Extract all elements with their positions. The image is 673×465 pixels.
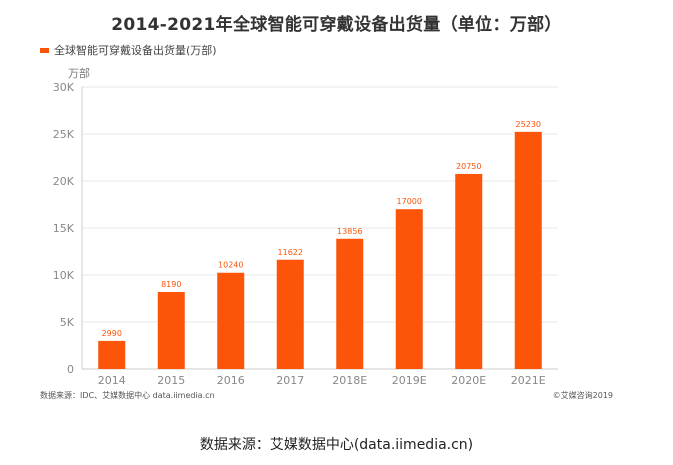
bar-2020E [455, 173, 483, 369]
source-note: 数据来源：IDC、艾媒数据中心 data.iimedia.cn [40, 391, 215, 400]
x-tick-label: 2014 [98, 374, 126, 387]
legend-swatch [40, 47, 49, 53]
x-tick-label: 2015 [157, 374, 185, 387]
x-tick-label: 2017 [276, 374, 304, 387]
bar-2015 [157, 292, 185, 369]
data-label: 8190 [161, 280, 181, 289]
legend-label: 全球智能可穿戴设备出货量(万部) [54, 44, 217, 57]
legend: 全球智能可穿戴设备出货量(万部) [40, 42, 217, 58]
y-tick-label: 10K [53, 269, 75, 282]
y-tick-label: 25K [53, 128, 75, 141]
copyright-note: ©艾媒咨询2019 [552, 391, 613, 400]
x-tick-label: 2016 [217, 374, 245, 387]
data-label: 25230 [516, 120, 541, 129]
data-label: 13856 [337, 227, 362, 236]
bar-2018E [336, 238, 364, 369]
x-tick-label: 2021E [511, 374, 546, 387]
bar-2021E [514, 131, 542, 369]
y-tick-label: 5K [60, 316, 75, 329]
data-label: 20750 [456, 162, 481, 171]
bar-chart: 0 5K 10K 15K 20K 25K 30K 2990 2014 8190 2015 10240 2… [53, 81, 558, 387]
y-tick-label: 30K [53, 81, 75, 94]
x-tick-label: 2018E [332, 374, 367, 387]
y-tick-label: 0 [67, 363, 74, 376]
data-label: 10240 [218, 261, 243, 270]
y-axis-unit-label: 万部 [68, 67, 90, 80]
bar-2014 [98, 340, 126, 369]
y-tick-label: 20K [53, 175, 75, 188]
x-tick-label: 2020E [451, 374, 486, 387]
image-caption: 数据来源：艾媒数据中心(data.iimedia.cn) [199, 437, 474, 453]
bar-2017 [276, 259, 304, 369]
chart-title: 2014-2021年全球智能可穿戴设备出货量（单位：万部） [111, 15, 562, 35]
data-label: 11622 [278, 248, 303, 257]
y-tick-label: 15K [53, 222, 75, 235]
x-tick-label: 2019E [392, 374, 427, 387]
data-label: 17000 [397, 197, 422, 206]
bar-2019E [395, 209, 423, 369]
bar-2016 [217, 272, 245, 369]
data-label: 2990 [102, 329, 122, 338]
